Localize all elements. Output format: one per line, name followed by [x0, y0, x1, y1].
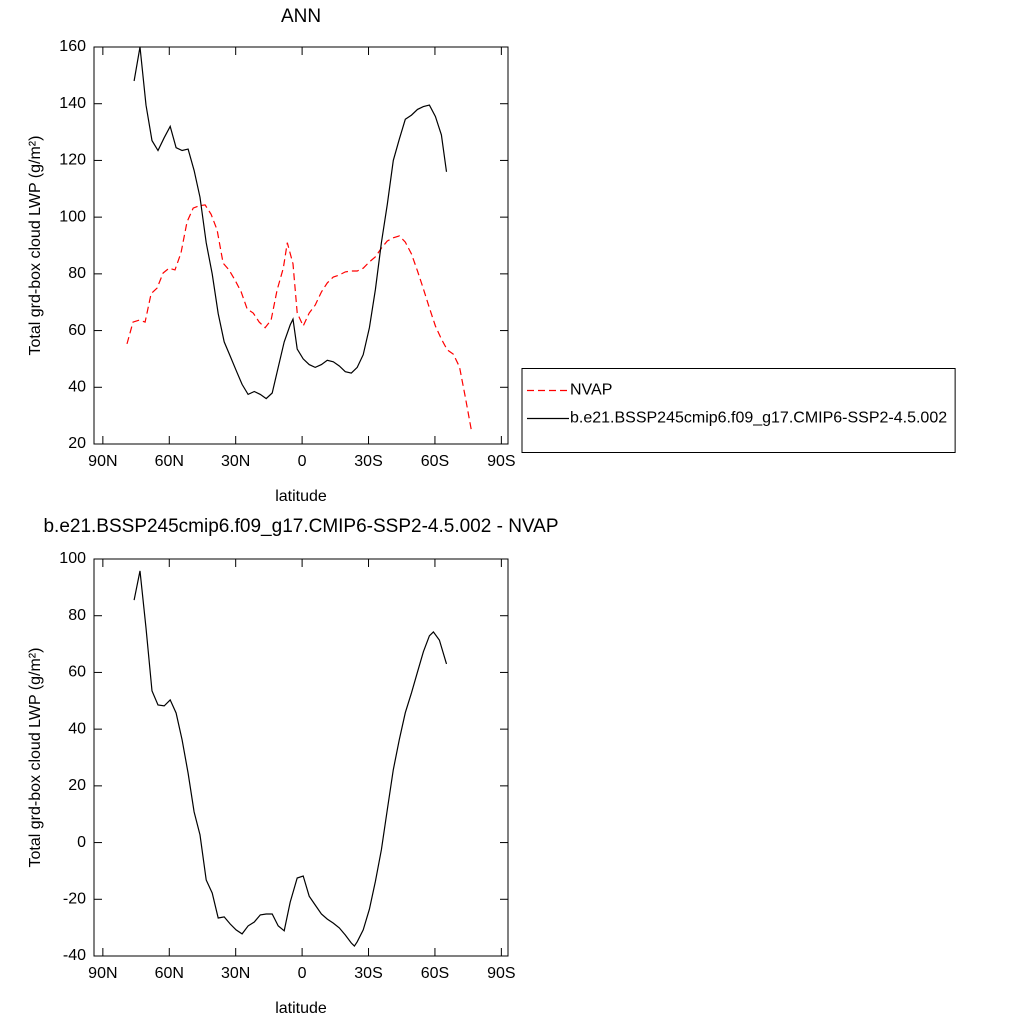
x-tick-label: 0 — [298, 453, 307, 470]
data-line — [133, 46, 448, 400]
data-line — [133, 570, 448, 948]
x-tick-label: 60N — [155, 965, 184, 982]
y-tick-label: 40 — [68, 720, 86, 737]
y-tick-label: 20 — [68, 777, 86, 794]
x-tick-label: 0 — [298, 965, 307, 982]
legend: NVAP b.e21.BSSP245cmip6.f09_g17.CMIP6-SSP… — [521, 368, 956, 453]
y-tick-label: 80 — [68, 265, 86, 282]
y-tick-label: 60 — [68, 664, 86, 681]
y-tick-label: 0 — [77, 834, 86, 851]
x-axis-label: latitude — [275, 1000, 327, 1017]
y-tick-label: -40 — [63, 947, 86, 964]
x-tick-label: 30S — [354, 965, 382, 982]
y-tick-label: 120 — [59, 152, 86, 169]
chart-title: ANN — [281, 6, 321, 27]
x-tick-label: 60S — [421, 453, 449, 470]
plot-frame — [93, 558, 509, 957]
x-tick-label: 30N — [221, 453, 250, 470]
x-tick-label: 90S — [487, 965, 515, 982]
y-tick-label: -20 — [63, 891, 86, 908]
y-tick-label: 60 — [68, 322, 86, 339]
y-tick-label: 20 — [68, 435, 86, 452]
y-tick-label: 40 — [68, 379, 86, 396]
y-tick-label: 140 — [59, 95, 86, 112]
y-tick-label: 80 — [68, 607, 86, 624]
x-tick-label: 60S — [421, 965, 449, 982]
y-tick-label: 100 — [59, 208, 86, 225]
y-axis-label: Total grd-box cloud LWP (g/m²) — [27, 136, 44, 356]
data-line — [126, 204, 473, 432]
chart-title: b.e21.BSSP245cmip6.f09_g17.CMIP6-SSP2-4.… — [43, 516, 558, 537]
plot-frame — [93, 46, 509, 445]
x-axis-label: latitude — [275, 488, 327, 505]
x-tick-label: 90N — [88, 453, 117, 470]
y-axis-label: Total grd-box cloud LWP (g/m²) — [27, 648, 44, 868]
y-tick-label: 160 — [59, 38, 86, 55]
legend-label: b.e21.BSSP245cmip6.f09_g17.CMIP6-SSP2-4.… — [570, 410, 947, 427]
x-tick-label: 90S — [487, 453, 515, 470]
x-tick-label: 60N — [155, 453, 184, 470]
x-tick-label: 30S — [354, 453, 382, 470]
legend-label: NVAP — [570, 382, 612, 399]
x-tick-label: 90N — [88, 965, 117, 982]
legend-box — [521, 368, 956, 453]
y-tick-label: 100 — [59, 550, 86, 567]
x-tick-label: 30N — [221, 965, 250, 982]
